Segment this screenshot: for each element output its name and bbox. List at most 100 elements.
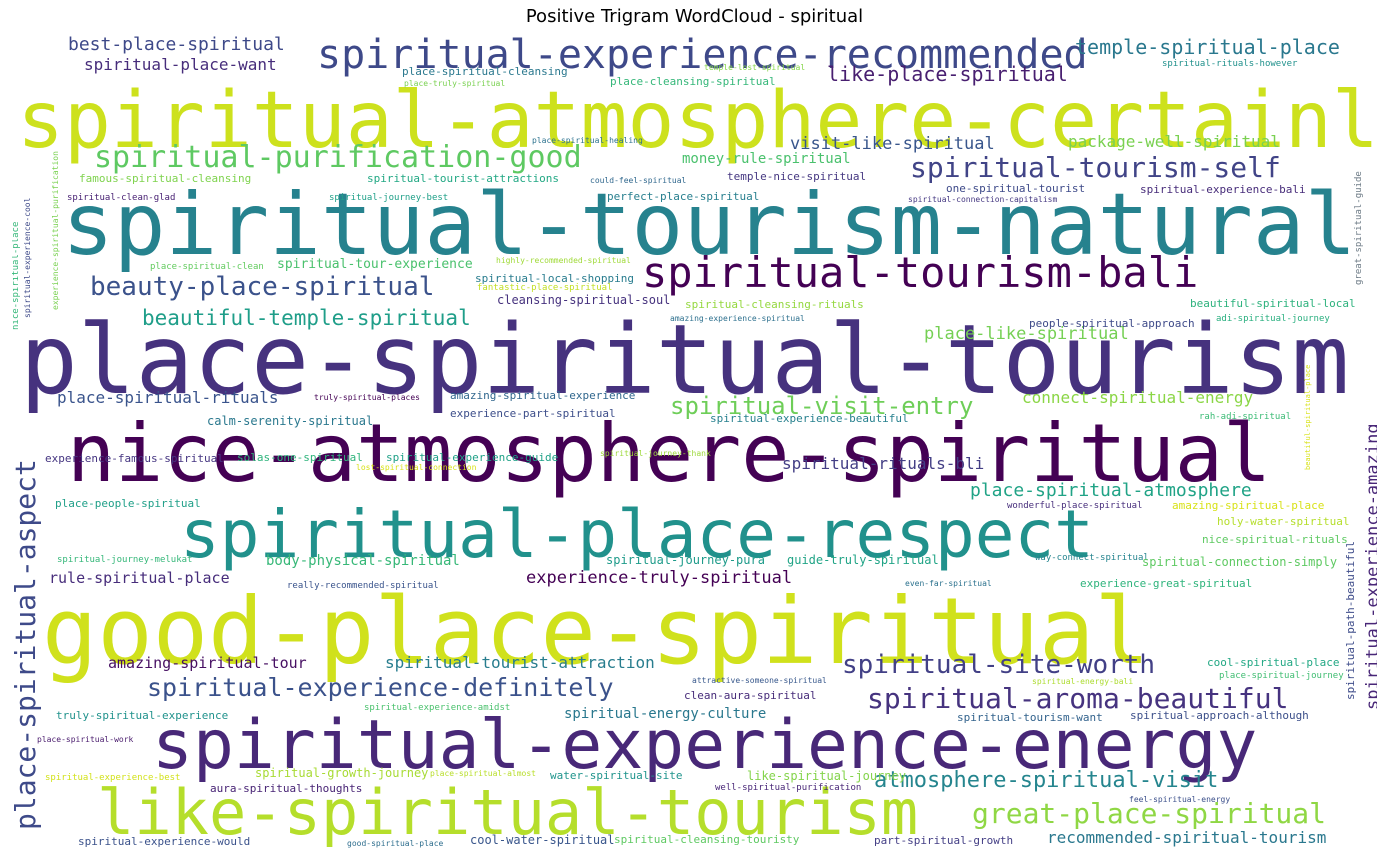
word-really-recommended-spiritual: really-recommended-spiritual [287, 581, 439, 591]
word-beautiful-temple-spiritual: beautiful-temple-spiritual [142, 306, 471, 330]
word-experience-part-spiritual: experience-part-spiritual [450, 407, 616, 420]
word-good-spiritual-place: good-spiritual-place [347, 839, 444, 848]
word-part-spiritual-growth: part-spiritual-growth [874, 834, 1014, 847]
word-spiritual-visit-entry: spiritual-visit-entry [670, 392, 974, 420]
chart-title: Positive Trigram WordCloud - spiritual [525, 6, 864, 27]
word-wonderful-place-spiritual: wonderful-place-spiritual [1007, 501, 1143, 511]
word-spiritual-cleansing-rituals: spiritual-cleansing-rituals [685, 298, 864, 311]
word-place-people-spiritual: place-people-spiritual [55, 497, 201, 510]
word-amazing-experience-spiritual: amazing-experience-spiritual [670, 314, 805, 323]
word-temple-spiritual-place: temple-spiritual-place [1075, 35, 1340, 59]
word-spiritual-experience-definitely: spiritual-experience-definitely [147, 673, 614, 702]
word-place-spiritual-cleansing: place-spiritual-cleansing [402, 65, 568, 78]
word-spiritual-connection-simply: spiritual-connection-simply [1142, 555, 1338, 569]
word-like-spiritual-journey: like-spiritual-journey [747, 769, 906, 783]
word-spiritual-tourism-self: spiritual-tourism-self [910, 151, 1281, 184]
word-spiritual-journey-melukat: spiritual-journey-melukat [57, 555, 193, 565]
word-beautiful-spiritual-place: beautiful-spiritual-place [1304, 364, 1312, 470]
word-experience-spiritual-purification: experience-spiritual-purification [51, 151, 60, 310]
word-amazing-spiritual-experience: amazing-spiritual-experience [450, 389, 636, 402]
word-perfect-place-spiritual: perfect-place-spiritual [607, 190, 760, 203]
word-spiritual-experience-cool: spiritual-experience-cool [23, 197, 32, 318]
word-spiritual-experience-amazing: spiritual-experience-amazing [1363, 423, 1377, 710]
word-spiritual-experience-recommended: spiritual-experience-recommended [317, 32, 1088, 78]
word-temple-lost-spiritual: temple-lost-spiritual [704, 63, 806, 72]
word-attractive-someone-spiritual: attractive-someone-spiritual [692, 676, 827, 685]
word-spiritual-experience-amidst: spiritual-experience-amidst [364, 703, 511, 713]
word-body-physical-spiritual: body-physical-spiritual [266, 553, 460, 569]
word-nice-spiritual-place: nice-spiritual-place [12, 221, 21, 330]
word-spiritual-experience-bali: spiritual-experience-bali [1140, 183, 1306, 196]
word-spiritual-energy-bali: spiritual-energy-bali [1032, 677, 1134, 686]
word-cool-water-spiritual: cool-water-spiritual [470, 833, 615, 847]
word-calm-serenity-spiritual: calm-serenity-spiritual [207, 414, 374, 428]
word-connect-spiritual-energy: connect-spiritual-energy [1022, 388, 1254, 407]
word-well-spiritual-purification: well-spiritual-purification [715, 783, 862, 793]
word-experience-great-spiritual: experience-great-spiritual [1080, 577, 1253, 590]
word-cleansing-spiritual-soul: cleansing-spiritual-soul [497, 293, 671, 307]
word-spiritual-place-respect: spiritual-place-respect [180, 496, 1094, 573]
word-place-spiritual-work: place-spiritual-work [37, 735, 134, 744]
word-spiritual-tour-experience: spiritual-tour-experience [277, 257, 473, 272]
word-spiritual-experience-beautiful: spiritual-experience-beautiful [710, 412, 909, 425]
word-like-spiritual-tourism: like-spiritual-tourism [97, 776, 919, 849]
word-adi-spiritual-journey: adi-spiritual-journey [1216, 314, 1330, 324]
word-spiritual-journey-pura: spiritual-journey-pura [606, 553, 765, 567]
word-spiritual-clean-glad: spiritual-clean-glad [67, 193, 176, 203]
word-temple-nice-spiritual: temple-nice-spiritual [727, 170, 867, 183]
word-rule-spiritual-place: rule-spiritual-place [49, 569, 230, 587]
word-place-spiritual-aspect: place-spiritual-aspect [12, 459, 42, 830]
word-spiritual-aroma-beautiful: spiritual-aroma-beautiful [867, 682, 1289, 715]
word-spiritual-tourism-natural: spiritual-tourism-natural [62, 175, 1357, 275]
word-spiritual-tourist-attraction: spiritual-tourist-attraction [385, 653, 655, 672]
word-place-spiritual-healing: place-spiritual-healing [532, 136, 643, 145]
word-experience-famous-spiritual: experience-famous-spiritual [45, 452, 224, 465]
word-spiritual-cleansing-touristy: spiritual-cleansing-touristy [614, 833, 800, 846]
word-spiritual-path-beautiful: spiritual-path-beautiful [1344, 541, 1357, 700]
word-amazing-spiritual-place: amazing-spiritual-place [1172, 499, 1325, 512]
word-cool-spiritual-place: cool-spiritual-place [1207, 656, 1340, 669]
word-beautiful-spiritual-local: beautiful-spiritual-local [1190, 297, 1356, 310]
word-place-spiritual-clean: place-spiritual-clean [150, 262, 264, 272]
word-famous-spiritual-cleansing: famous-spiritual-cleansing [79, 172, 252, 185]
word-fantastic-place-spiritual: fantastic-place-spiritual [477, 283, 613, 293]
word-highly-recommended-spiritual: highly-recommended-spiritual [496, 256, 631, 265]
word-place-spiritual-almost: place-spiritual-almost [430, 769, 536, 778]
word-spiritual-rituals-bli: spiritual-rituals-bli [782, 454, 985, 473]
word-spiritual-place-want: spiritual-place-want [84, 55, 277, 74]
word-spiritual-growth-journey: spiritual-growth-journey [255, 766, 429, 780]
word-solas-one-spiritual: solas-one-spiritual [237, 451, 363, 464]
word-spiritual-experience-best: spiritual-experience-best [45, 773, 181, 783]
word-recommended-spiritual-tourism: recommended-spiritual-tourism [1047, 828, 1327, 847]
word-place-spiritual-tourism: place-spiritual-tourism [20, 304, 1350, 416]
word-spiritual-connection-capitalism: spiritual-connection-capitalism [908, 195, 1058, 204]
word-place-spiritual-journey: place-spiritual-journey [1219, 671, 1344, 681]
word-experience-truly-spiritual: experience-truly-spiritual [526, 568, 793, 588]
word-place-spiritual-rituals: place-spiritual-rituals [57, 388, 279, 407]
word-place-cleansing-spiritual: place-cleansing-spiritual [610, 75, 776, 88]
word-truly-spiritual-experience: truly-spiritual-experience [56, 709, 229, 722]
word-feel-spiritual-energy: feel-spiritual-energy [1129, 795, 1231, 804]
word-spiritual-approach-although: spiritual-approach-although [1130, 709, 1309, 722]
word-spiritual-purification-good: spiritual-purification-good [94, 140, 582, 175]
word-could-feel-spiritual: could-feel-spiritual [590, 176, 687, 185]
word-package-well-spiritual: package-well-spiritual [1068, 132, 1280, 151]
word-lost-spiritual-connection: lost-spiritual-connection [356, 463, 477, 472]
word-spiritual-rituals-however: spiritual-rituals-however [1162, 59, 1298, 69]
word-truly-spiritual-places: truly-spiritual-places [314, 393, 420, 402]
word-spiritual-energy-culture: spiritual-energy-culture [564, 706, 767, 722]
word-guide-truly-spiritual: guide-truly-spiritual [787, 553, 939, 567]
word-spiritual-journey-best: spiritual-journey-best [329, 193, 449, 203]
word-spiritual-tourism-want: spiritual-tourism-want [957, 711, 1103, 724]
word-money-rule-spiritual: money-rule-spiritual [682, 151, 851, 167]
word-way-connect-spiritual: way-connect-spiritual [1035, 553, 1149, 563]
word-place-like-spiritual: place-like-spiritual [924, 324, 1129, 344]
word-rah-adi-spiritual: rah-adi-spiritual [1199, 412, 1292, 422]
word-spiritual-journey-thank: spiritual-journey-thank [600, 449, 711, 458]
word-spiritual-experience-would: spiritual-experience-would [78, 835, 251, 848]
word-best-place-spiritual: best-place-spiritual [68, 34, 285, 55]
word-spiritual-tourism-bali: spiritual-tourism-bali [642, 248, 1199, 297]
word-people-spiritual-approach: people-spiritual-approach [1029, 317, 1195, 330]
word-nice-atmosphere-spiritual: nice-atmosphere-spiritual [67, 407, 1272, 500]
word-great-spiritual-guide: great-spiritual-guide [1354, 171, 1364, 285]
